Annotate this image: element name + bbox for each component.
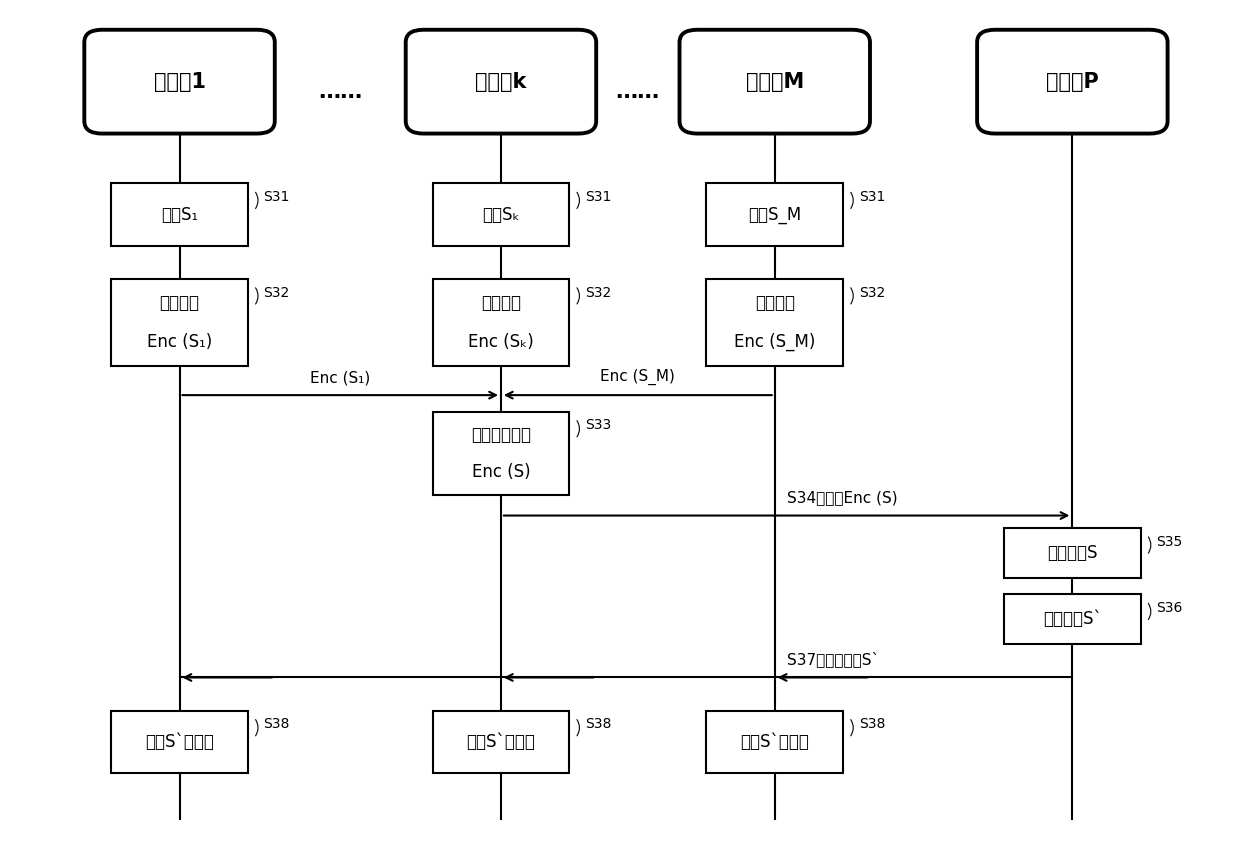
Text: S36: S36 — [1156, 601, 1183, 615]
Bar — [433, 279, 569, 366]
Text: 加密得到: 加密得到 — [160, 294, 200, 312]
Text: 解密得到S: 解密得到S — [1047, 544, 1097, 562]
Text: 根据S`均值化: 根据S`均值化 — [145, 733, 215, 751]
Text: 计算Sₖ: 计算Sₖ — [482, 206, 520, 223]
Text: S32: S32 — [585, 285, 611, 299]
Text: Enc (S_M): Enc (S_M) — [734, 332, 816, 351]
Text: S38: S38 — [263, 717, 290, 731]
FancyBboxPatch shape — [680, 29, 870, 133]
Text: S35: S35 — [1156, 535, 1183, 548]
Text: ……: …… — [616, 82, 660, 102]
Text: Enc (S): Enc (S) — [471, 463, 531, 481]
Bar — [112, 711, 248, 773]
Text: 加密得到: 加密得到 — [755, 294, 795, 312]
Text: 同态加和结果: 同态加和结果 — [471, 426, 531, 444]
FancyBboxPatch shape — [405, 29, 596, 133]
Text: S31: S31 — [585, 190, 611, 204]
Bar — [433, 711, 569, 773]
Text: S37：广播均值S`: S37：广播均值S` — [786, 651, 879, 668]
Text: 持有方1: 持有方1 — [154, 72, 206, 92]
Bar — [433, 412, 569, 495]
Text: 根据S`均值化: 根据S`均值化 — [740, 733, 810, 751]
Text: Enc (S₁): Enc (S₁) — [310, 370, 371, 385]
Text: ……: …… — [319, 82, 362, 102]
Text: S38: S38 — [585, 717, 611, 731]
Text: 加密得到: 加密得到 — [481, 294, 521, 312]
Text: Enc (S_M): Enc (S_M) — [600, 369, 676, 385]
Text: 持有方M: 持有方M — [745, 72, 804, 92]
FancyBboxPatch shape — [977, 29, 1168, 133]
Text: 计算S₁: 计算S₁ — [161, 206, 198, 223]
Bar — [707, 183, 843, 246]
FancyBboxPatch shape — [84, 29, 275, 133]
Bar — [1004, 594, 1141, 644]
Text: Enc (Sₖ): Enc (Sₖ) — [467, 333, 534, 350]
Text: S38: S38 — [858, 717, 885, 731]
Text: 持有方k: 持有方k — [475, 72, 527, 92]
Text: S32: S32 — [858, 285, 885, 299]
Bar — [1004, 528, 1141, 578]
Text: S31: S31 — [263, 190, 290, 204]
Bar — [433, 183, 569, 246]
Bar — [707, 711, 843, 773]
Text: S31: S31 — [858, 190, 885, 204]
Bar — [112, 183, 248, 246]
Text: 根据S`均值化: 根据S`均值化 — [466, 733, 536, 751]
Text: S32: S32 — [263, 285, 290, 299]
Text: 计算S_M: 计算S_M — [748, 206, 801, 223]
Text: 第三方P: 第三方P — [1047, 72, 1099, 92]
Bar — [707, 279, 843, 366]
Bar — [112, 279, 248, 366]
Text: S33: S33 — [585, 419, 611, 432]
Text: Enc (S₁): Enc (S₁) — [146, 333, 212, 350]
Text: S34：发送Enc (S): S34：发送Enc (S) — [786, 490, 898, 505]
Text: 得到均值S`: 得到均值S` — [1043, 611, 1102, 628]
